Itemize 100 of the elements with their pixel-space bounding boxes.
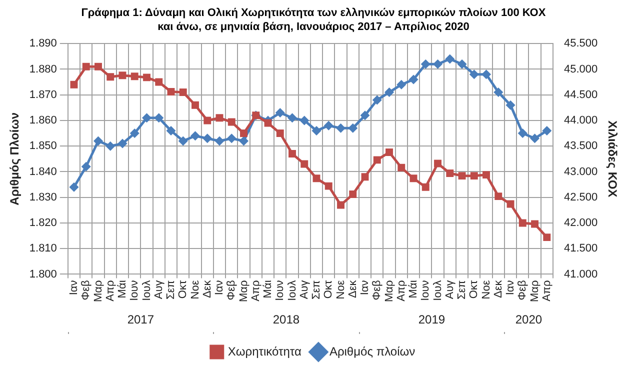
point bbox=[385, 88, 394, 97]
x-tick-label: Φεβ bbox=[80, 280, 92, 300]
x-tick-label: Νοε bbox=[480, 280, 492, 300]
text: 2019 bbox=[418, 312, 446, 326]
x-tick-label: Μαρ bbox=[238, 280, 250, 302]
x-tick-label: Αυγ bbox=[152, 280, 165, 300]
point bbox=[106, 73, 114, 81]
legend-label: Αριθμός πλοίων bbox=[329, 344, 416, 358]
x-tick-label: Απρ bbox=[250, 280, 262, 302]
text: 2017 bbox=[127, 312, 154, 326]
point bbox=[204, 116, 212, 124]
point bbox=[130, 72, 138, 80]
point bbox=[142, 114, 151, 122]
y2-tick-label: 41.000 bbox=[564, 268, 598, 280]
x-tick-label: Ιουν bbox=[274, 280, 286, 301]
x-tick-label: Αυγ bbox=[298, 280, 310, 300]
point bbox=[360, 111, 370, 120]
point bbox=[530, 134, 540, 143]
y-tick-label: 1.860 bbox=[29, 114, 57, 127]
point bbox=[470, 70, 478, 79]
x-tick-label: Οκτ bbox=[322, 280, 335, 299]
text: 2018 bbox=[272, 312, 300, 326]
y-tick-label: 1.820 bbox=[29, 217, 57, 230]
point bbox=[349, 190, 357, 198]
x-tick-label: Φεβ bbox=[371, 280, 384, 300]
point bbox=[494, 88, 503, 97]
point bbox=[361, 173, 369, 181]
y-tick-label: 1.870 bbox=[29, 88, 57, 101]
point bbox=[324, 182, 332, 190]
point bbox=[422, 183, 430, 191]
point bbox=[203, 134, 212, 143]
point bbox=[446, 170, 454, 177]
point bbox=[482, 70, 491, 79]
y2-tick-label: 45.500 bbox=[564, 38, 598, 50]
point bbox=[192, 101, 199, 109]
point bbox=[506, 100, 515, 110]
point bbox=[70, 80, 78, 88]
point bbox=[312, 174, 320, 182]
y-tick-label: 1.850 bbox=[29, 140, 57, 152]
y-tick-label: 1.800 bbox=[29, 268, 57, 280]
point bbox=[312, 126, 321, 135]
x-tick-label: Μαρ bbox=[92, 280, 104, 302]
point bbox=[300, 116, 309, 125]
point bbox=[240, 130, 248, 138]
x-tick-label: Ιουλ bbox=[140, 280, 153, 301]
x-tick-label: Δεκ bbox=[492, 280, 504, 298]
point bbox=[542, 126, 552, 135]
point bbox=[276, 108, 284, 118]
point bbox=[410, 174, 418, 182]
point bbox=[215, 136, 224, 146]
x-tick-label: Νοε bbox=[189, 280, 202, 300]
point bbox=[421, 60, 430, 68]
y2-tick-label: 45.000 bbox=[564, 63, 598, 76]
x-tick-label: Ιουλ bbox=[432, 280, 444, 301]
x-tick-label: Σεπ bbox=[165, 280, 178, 300]
y-tick-label: 1.830 bbox=[29, 191, 57, 204]
point bbox=[94, 62, 102, 70]
point bbox=[228, 118, 236, 126]
x-tick-label: Μάι bbox=[408, 280, 420, 298]
point bbox=[494, 192, 502, 200]
y2-tick-label: 41.500 bbox=[564, 242, 598, 255]
y2-tick-label: 42.000 bbox=[564, 217, 598, 230]
point bbox=[397, 80, 406, 89]
point bbox=[409, 75, 418, 84]
y2-tick-label: 43.500 bbox=[564, 140, 598, 152]
point bbox=[434, 160, 442, 168]
x-tick-label: Μαρ bbox=[383, 280, 396, 302]
x-tick-label: Απρ bbox=[540, 280, 553, 302]
x-tick-label: Ιουν bbox=[420, 280, 432, 301]
x-tick-label: Φεβ bbox=[226, 280, 238, 300]
y2-tick-label: 44.000 bbox=[564, 114, 598, 127]
x-tick-label: Ιαν bbox=[68, 280, 80, 296]
point bbox=[227, 134, 236, 143]
point bbox=[82, 62, 90, 70]
legend-label: Χωρητικότητα bbox=[228, 344, 302, 358]
point bbox=[543, 234, 551, 242]
point bbox=[337, 201, 344, 209]
point bbox=[179, 88, 187, 96]
point bbox=[300, 160, 308, 168]
point bbox=[373, 156, 381, 164]
x-tick-label: Ιουν bbox=[128, 280, 141, 301]
point bbox=[470, 172, 478, 180]
chart-title: Γράφημα 1: Δύναμη και Ολική Χωρητικότητα των ελληνικών εμπορικών πλοίων 100 ΚΟΧ και άνω, σε μηνιαία βάση, Ιανουάριος 2017 – Απρίλιος 2020 bbox=[80, 6, 547, 34]
y2-tick-label: 44.500 bbox=[564, 88, 598, 101]
y-tick-label: 1.840 bbox=[29, 166, 57, 178]
x-tick-label: Φεβ bbox=[516, 280, 529, 300]
x-tick-label: Σεπ bbox=[456, 280, 468, 300]
x-tick-label: Οκτ bbox=[177, 280, 190, 299]
x-tick-label: Νοε bbox=[334, 280, 347, 300]
x-tick-label: Ιουλ bbox=[286, 280, 298, 301]
point bbox=[518, 129, 527, 138]
point bbox=[166, 126, 176, 135]
x-tick-label: Μάι bbox=[262, 280, 274, 298]
point bbox=[288, 114, 297, 122]
point bbox=[216, 114, 224, 122]
y-tick-label: 1.810 bbox=[29, 242, 57, 255]
x-tick-label: Δεκ bbox=[346, 280, 359, 298]
point bbox=[154, 114, 164, 122]
point bbox=[458, 60, 466, 68]
point bbox=[482, 171, 490, 179]
